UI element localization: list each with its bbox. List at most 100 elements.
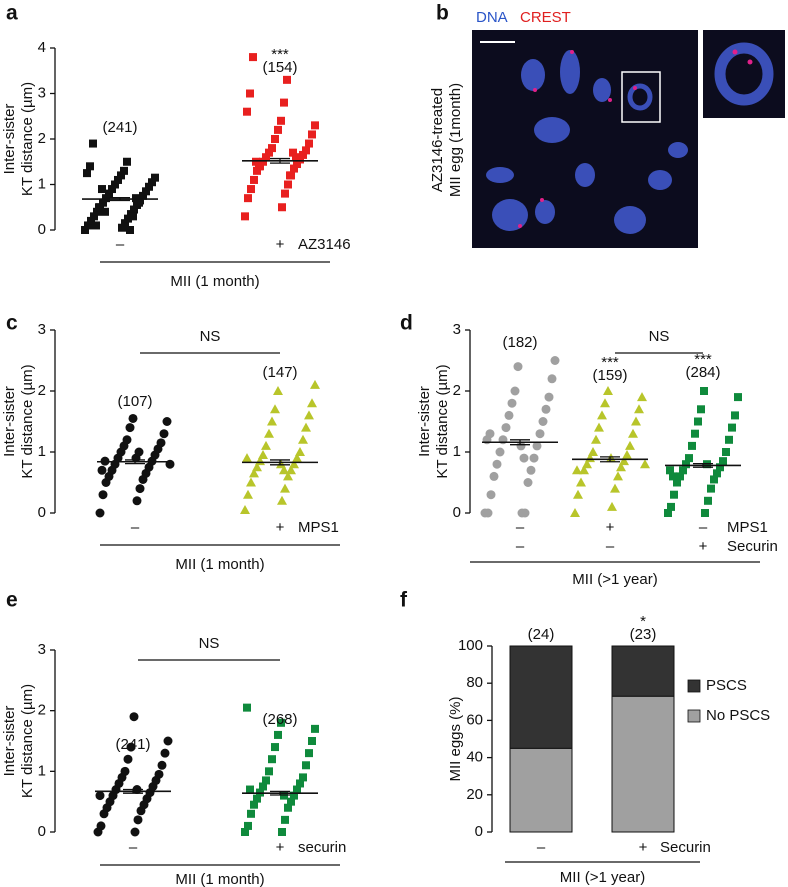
group-label: MII (1 month) — [175, 556, 264, 573]
dot — [278, 203, 286, 212]
dot — [274, 730, 282, 739]
dot — [664, 509, 672, 517]
dot — [301, 422, 311, 432]
dot — [606, 453, 616, 463]
condition-label: + — [276, 839, 285, 856]
condition-label: + — [606, 519, 615, 536]
n-label: (154) — [262, 59, 297, 76]
y-tick-label: 1 — [38, 175, 46, 192]
dot — [145, 182, 153, 191]
dot — [243, 489, 253, 499]
panel-label: b — [436, 2, 449, 25]
dot — [163, 736, 173, 746]
error-bar — [693, 462, 713, 468]
dot — [685, 454, 693, 463]
dot — [307, 398, 317, 408]
dot — [126, 226, 134, 234]
n-label: (268) — [262, 711, 297, 728]
y-axis-label: MII eggs (%) — [447, 696, 464, 781]
dot — [262, 153, 270, 162]
dot — [129, 212, 137, 221]
dot — [302, 146, 310, 155]
dot — [261, 440, 271, 450]
dot — [707, 484, 715, 493]
error-bar — [270, 459, 290, 466]
dot — [259, 157, 267, 166]
dot — [637, 392, 647, 402]
dot — [607, 501, 617, 511]
dot — [247, 809, 255, 818]
legend-label: PSCS — [706, 677, 747, 694]
dot — [132, 496, 142, 506]
dot — [160, 748, 170, 758]
dot — [588, 447, 598, 456]
y-tick-label: 20 — [466, 786, 483, 803]
dot — [244, 821, 252, 830]
n-label: (159) — [592, 367, 627, 384]
dot — [594, 422, 604, 432]
n-label: (23) — [630, 626, 657, 643]
dot — [483, 508, 493, 518]
dot — [159, 429, 169, 439]
dot — [616, 462, 626, 472]
dot — [520, 508, 530, 518]
legend-swatch — [687, 709, 701, 723]
dot — [120, 766, 130, 776]
n-label: (241) — [115, 736, 150, 753]
dot — [280, 98, 288, 107]
dot — [600, 398, 610, 408]
dot — [246, 785, 254, 794]
dot — [118, 223, 126, 232]
image-caption: MII egg (1month) — [447, 83, 464, 197]
dot — [308, 737, 316, 745]
dot — [240, 504, 250, 514]
dot — [292, 153, 300, 162]
y-tick-label: 3 — [38, 321, 46, 338]
dot — [679, 466, 687, 475]
error-bar — [600, 456, 620, 463]
dot — [277, 116, 285, 125]
error-bar — [123, 788, 143, 794]
dot — [277, 495, 287, 505]
significance: * — [640, 613, 646, 630]
condition-name: MPS1 — [298, 519, 339, 536]
condition-label: + — [276, 519, 285, 536]
y-tick-label: 40 — [466, 749, 483, 766]
y-axis-label: Inter-sister — [1, 386, 18, 457]
dot — [293, 160, 301, 169]
dot — [241, 828, 249, 836]
dot — [255, 162, 263, 171]
dot — [704, 496, 712, 505]
dot — [268, 144, 276, 153]
dot — [81, 226, 89, 234]
dot — [129, 712, 139, 722]
dot — [243, 107, 251, 116]
dot — [123, 157, 131, 166]
dot — [95, 508, 105, 518]
panel-label: e — [6, 589, 18, 612]
dot — [250, 800, 258, 809]
dot — [603, 386, 613, 395]
y-tick-label: 4 — [38, 39, 46, 56]
y-tick-label: 1 — [453, 443, 461, 460]
dot — [95, 203, 103, 212]
dot — [504, 410, 514, 420]
dot — [281, 189, 289, 198]
dot — [246, 477, 256, 487]
dot — [519, 453, 529, 463]
dot — [93, 207, 101, 216]
condition-label: – — [129, 839, 138, 856]
y-tick-label: 0 — [38, 823, 46, 840]
dot — [105, 189, 113, 198]
dot — [529, 453, 539, 463]
panel-label: d — [400, 312, 413, 335]
n-label: (24) — [528, 626, 555, 643]
dot — [259, 782, 267, 791]
bar-segment — [611, 695, 675, 833]
dot — [253, 166, 261, 175]
dot — [92, 221, 100, 230]
dot — [722, 448, 730, 456]
dot — [97, 465, 107, 475]
micrograph: DNA CREST AZ3146-treated MII egg (1month… — [429, 9, 785, 248]
